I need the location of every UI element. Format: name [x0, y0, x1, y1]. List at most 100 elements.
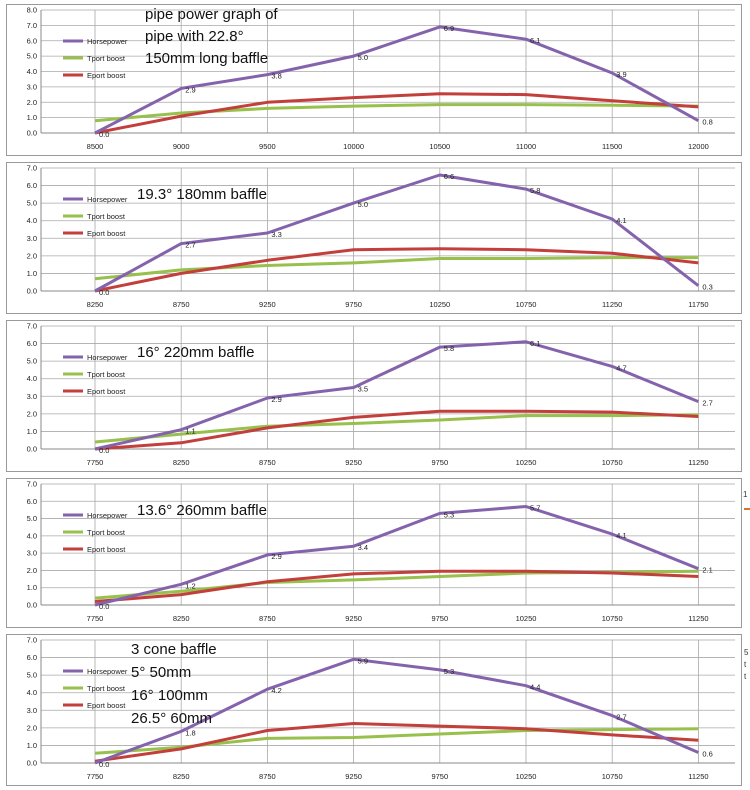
x-tick-label: 9750 — [431, 772, 448, 781]
side-orange-mark — [744, 508, 750, 510]
y-tick-label: 7.0 — [27, 480, 37, 489]
series-line-eport-boost — [94, 247, 699, 293]
x-tick-label: 10250 — [516, 458, 537, 467]
data-label: 5.3 — [444, 667, 454, 676]
chart-title-line: 16° 100mm — [131, 687, 208, 704]
chart-title-line: 13.6° 260mm baffle — [137, 502, 267, 519]
data-label: 0.8 — [702, 118, 712, 127]
x-tick-label: 8250 — [173, 458, 190, 467]
legend-entry: Eport boost — [87, 229, 126, 238]
data-label: 4.7 — [616, 363, 626, 372]
data-label: 5.3 — [444, 510, 454, 519]
series-line-horsepower — [94, 505, 699, 607]
side-fragment-3: t — [744, 660, 747, 669]
x-tick-label: 10750 — [602, 614, 623, 623]
y-tick-label: 1.0 — [27, 113, 37, 122]
y-tick-label: 5.0 — [27, 199, 37, 208]
y-tick-label: 6.0 — [27, 181, 37, 190]
x-tick-label: 9750 — [431, 614, 448, 623]
y-tick-label: 6.0 — [27, 339, 37, 348]
chart-svg-1: 0.0 1.0 2.0 3.0 4.0 5.0 6.0 7.0 8.0 8500 9000 9500 1… — [27, 6, 735, 151]
data-label: 1.1 — [185, 427, 195, 436]
y-tick-label: 4.0 — [27, 67, 37, 76]
data-label: 5.7 — [530, 503, 540, 512]
x-tick-label: 10750 — [602, 458, 623, 467]
series-line-tport-boost — [94, 103, 699, 123]
x-tick-label: 10000 — [343, 142, 364, 151]
x-tick-label: 10500 — [429, 142, 450, 151]
x-tick-label: 8750 — [173, 300, 190, 309]
x-tick-label: 9000 — [173, 142, 190, 151]
series-line-eport-boost — [94, 722, 699, 763]
series-line-tport-boost — [94, 413, 699, 444]
legend-entry: Tport boost — [87, 528, 126, 537]
data-label: 0.3 — [702, 283, 712, 292]
data-label: 5.0 — [358, 200, 368, 209]
data-label: 5.9 — [358, 656, 368, 665]
x-tick-label: 8750 — [259, 772, 276, 781]
chart-panel-1: 0.0 1.0 2.0 3.0 4.0 5.0 6.0 7.0 8.0 8500 9000 9500 1… — [6, 4, 742, 156]
data-label: 2.9 — [185, 85, 195, 94]
y-tick-label: 1.0 — [27, 269, 37, 278]
data-label: 3.3 — [271, 230, 281, 239]
data-label: 2.7 — [616, 713, 626, 722]
series-line-eport-boost — [94, 92, 699, 135]
data-label: 2.9 — [271, 395, 281, 404]
data-label: 3.8 — [271, 72, 281, 81]
legend-entry: Tport boost — [87, 684, 126, 693]
chart-title-line: 16° 220mm baffle — [137, 344, 254, 361]
x-tick-label: 8250 — [173, 772, 190, 781]
y-tick-label: 1.0 — [27, 427, 37, 436]
x-tick-label: 8250 — [87, 300, 104, 309]
data-label: 2.1 — [702, 566, 712, 575]
side-fragment-2: 5 — [744, 648, 749, 657]
chart-title-line: pipe power graph of — [145, 6, 278, 23]
data-label: 0.0 — [99, 446, 109, 455]
y-tick-label: 0.0 — [27, 601, 37, 610]
x-tick-label: 8250 — [173, 614, 190, 623]
series-line-eport-boost — [94, 569, 699, 603]
y-tick-label: 6.0 — [27, 36, 37, 45]
x-tick-label: 9250 — [345, 772, 362, 781]
y-tick-label: 3.0 — [27, 549, 37, 558]
chart-title-line: 19.3° 180mm baffle — [137, 186, 267, 203]
y-tick-label: 3.0 — [27, 234, 37, 243]
x-tick-label: 7750 — [87, 614, 104, 623]
chart-svg-3: 0.0 1.0 2.0 3.0 4.0 5.0 6.0 7.0 7750 8250 8750 9250… — [27, 322, 735, 467]
chart-svg-4: 0.0 1.0 2.0 3.0 4.0 5.0 6.0 7.0 7750 8250 8750 9250… — [27, 480, 735, 623]
data-label: 6.1 — [530, 339, 540, 348]
legend-entry: Tport boost — [87, 370, 126, 379]
y-tick-label: 5.0 — [27, 671, 37, 680]
chart-title-line: pipe with 22.8° — [145, 28, 244, 45]
y-tick-label: 2.0 — [27, 251, 37, 260]
y-tick-label: 0.0 — [27, 445, 37, 454]
legend-entry: Eport boost — [87, 387, 126, 396]
x-tick-label: 10750 — [602, 772, 623, 781]
x-tick-label: 11250 — [688, 614, 708, 623]
series-line-horsepower — [94, 25, 700, 135]
x-tick-label: 11250 — [688, 458, 708, 467]
y-tick-label: 3.0 — [27, 392, 37, 401]
y-tick-label: 1.0 — [27, 741, 37, 750]
data-label: 3.4 — [358, 543, 368, 552]
data-label: 1.8 — [185, 728, 195, 737]
series-line-eport-boost — [94, 409, 699, 451]
y-tick-label: 4.0 — [27, 688, 37, 697]
chart-svg-5: 0.0 1.0 2.0 3.0 4.0 5.0 6.0 7.0 7750 8250 8750 9250… — [27, 636, 735, 781]
series-line-tport-boost — [94, 256, 699, 281]
data-label: 5.0 — [358, 53, 368, 62]
legend-entry: Horsepower — [87, 667, 128, 676]
data-label: 5.8 — [530, 186, 540, 195]
chart-title-line: 3 cone baffle — [131, 641, 217, 658]
y-tick-label: 8.0 — [27, 6, 37, 15]
data-label: 6.9 — [444, 24, 454, 33]
legend-entry: Eport boost — [87, 545, 126, 554]
chart-title-line: 150mm long baffle — [145, 50, 268, 67]
y-tick-label: 5.0 — [27, 357, 37, 366]
legend-entry: Horsepower — [87, 37, 128, 46]
x-tick-label: 9250 — [345, 458, 362, 467]
y-tick-label: 7.0 — [27, 21, 37, 30]
data-label: 1.2 — [185, 581, 195, 590]
data-label: 4.1 — [616, 531, 626, 540]
y-tick-label: 0.0 — [27, 287, 37, 296]
